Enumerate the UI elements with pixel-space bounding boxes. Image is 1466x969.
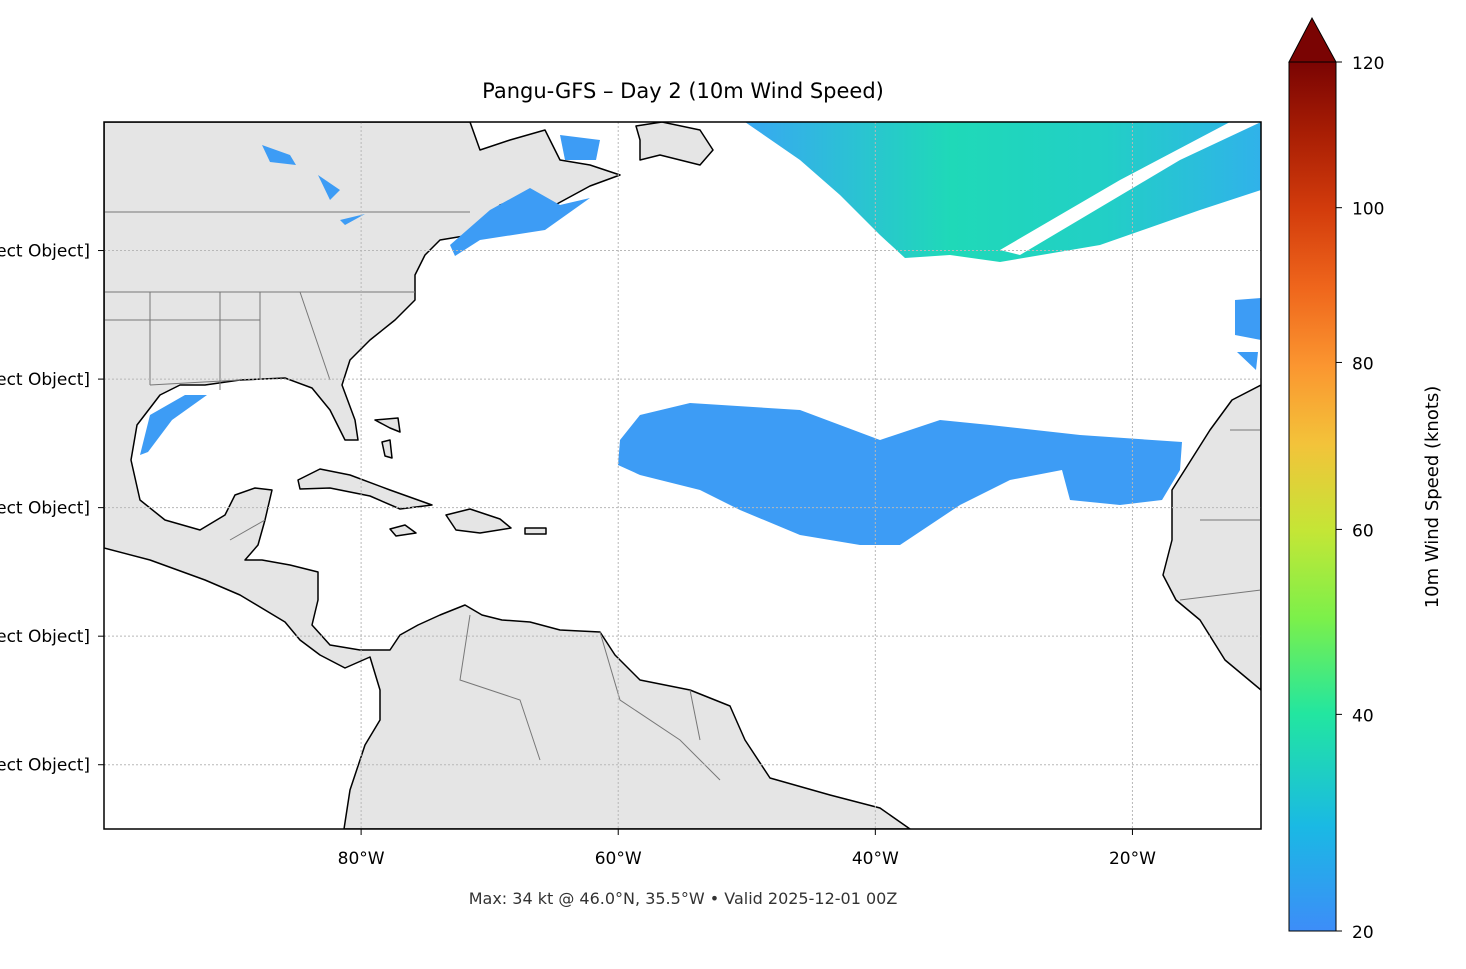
y-tick-label: [object Object] bbox=[0, 499, 90, 519]
x-tick-label: 40°W bbox=[852, 849, 899, 869]
bahamas bbox=[374, 417, 401, 459]
cuba bbox=[297, 468, 433, 510]
wind-patch bbox=[450, 188, 590, 256]
colorbar-extension bbox=[1288, 16, 1337, 63]
colorbar-tick-label: 40 bbox=[1352, 706, 1374, 726]
map bbox=[104, 122, 1261, 829]
puerto-rico bbox=[524, 527, 547, 535]
americas bbox=[104, 122, 911, 829]
colorbar bbox=[1288, 61, 1337, 932]
jamaica bbox=[389, 524, 417, 537]
colorbar-tick-label: 100 bbox=[1352, 200, 1384, 220]
wind-patch bbox=[745, 122, 1261, 262]
footnote: Max: 34 kt @ 46.0°N, 35.5°W • Valid 2025… bbox=[469, 889, 898, 908]
colorbar-tick-label: 60 bbox=[1352, 521, 1374, 541]
wind-patch bbox=[1235, 298, 1261, 370]
land bbox=[104, 122, 1261, 829]
colorbar-tick-label: 120 bbox=[1352, 54, 1384, 74]
y-tick-label: [object Object] bbox=[0, 370, 90, 390]
colorbar-tick-label: 80 bbox=[1352, 354, 1374, 374]
colorbar-tick-label: 20 bbox=[1352, 923, 1374, 943]
chart-title: Pangu-GFS – Day 2 (10m Wind Speed) bbox=[482, 79, 884, 103]
wind-patch bbox=[560, 135, 600, 160]
map-frame bbox=[103, 121, 1262, 830]
colorbar-label: 10m Wind Speed (knots) bbox=[1422, 386, 1443, 609]
wind-patch bbox=[618, 403, 1182, 545]
newfoundland bbox=[635, 122, 714, 166]
wind-patch bbox=[262, 145, 365, 225]
wind-patch bbox=[140, 395, 207, 455]
y-tick-label: [object Object] bbox=[0, 627, 90, 647]
calm-streak bbox=[1000, 122, 1261, 255]
x-tick-label: 60°W bbox=[595, 849, 642, 869]
x-tick-label: 80°W bbox=[338, 849, 385, 869]
y-tick-label: [object Object] bbox=[0, 242, 90, 262]
y-tick-label: [object Object] bbox=[0, 756, 90, 776]
africa bbox=[1162, 384, 1261, 691]
hispaniola bbox=[445, 508, 512, 534]
x-tick-label: 20°W bbox=[1109, 849, 1156, 869]
borders bbox=[104, 211, 1261, 781]
